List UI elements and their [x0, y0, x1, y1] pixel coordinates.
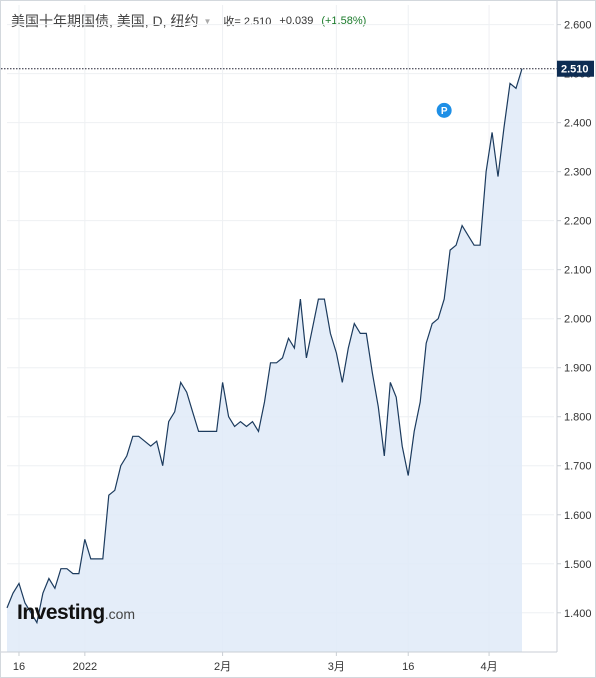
y-tick-label: 1.800	[564, 412, 592, 424]
chevron-down-icon[interactable]: ▼	[203, 16, 212, 26]
y-tick-label: 2.100	[564, 265, 592, 277]
y-tick-label: 1.600	[564, 510, 592, 522]
logo-brand: Investing	[17, 601, 105, 624]
area-fill	[7, 68, 522, 652]
logo-domain: .com	[104, 606, 136, 622]
change-value: +0.039	[279, 15, 314, 27]
x-tick-label: 3月	[328, 661, 345, 673]
change-percent: (+1.58%)	[321, 15, 367, 27]
last-price-label: 2.510	[561, 64, 589, 76]
y-tick-label: 1.500	[564, 559, 592, 571]
x-tick-label: 16	[402, 661, 414, 673]
y-axis: 1.400 1.500 1.600 1.700 1.800 1.900 2.000 2.100…	[556, 1, 592, 652]
x-axis: 16 2022 2月 3月 16 4月	[1, 651, 557, 673]
y-tick-label: 2.200	[564, 216, 592, 228]
investing-logo: Investing.com	[17, 601, 135, 625]
x-tick-label: 2022	[73, 661, 97, 673]
y-tick-label: 2.600	[564, 20, 592, 32]
y-tick-label: 2.400	[564, 118, 592, 130]
x-tick-label: 4月	[481, 661, 498, 673]
x-tick-label: 16	[13, 661, 25, 673]
y-tick-label: 2.000	[564, 314, 592, 326]
y-tick-label: 1.900	[564, 363, 592, 375]
marker-label: P	[441, 106, 448, 117]
y-tick-label: 2.300	[564, 167, 592, 179]
y-tick-label: 1.400	[564, 608, 592, 620]
x-tick-label: 2月	[214, 661, 231, 673]
price-line	[6, 68, 523, 625]
last-price-badge: 2.510	[557, 60, 594, 77]
event-marker[interactable]: P	[436, 102, 452, 118]
y-tick-label: 1.700	[564, 461, 592, 473]
